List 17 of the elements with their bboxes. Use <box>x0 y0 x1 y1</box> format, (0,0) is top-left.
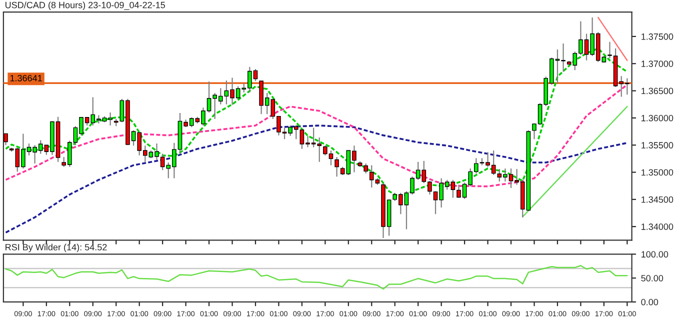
y-tick-label: 1.36000 <box>642 114 674 122</box>
chart-title: USD/CAD (8 Hours) 23-10-09_04-22-15 <box>6 2 166 10</box>
y-tick-label: 1.34000 <box>642 224 674 230</box>
line-series <box>5 265 628 290</box>
y-tick-label: 1.34500 <box>642 196 674 203</box>
y-tick-label: 1.37000 <box>642 60 674 67</box>
ref-line-label: 1.36641 <box>10 74 42 82</box>
y-tick-label: 0.00 <box>641 298 658 306</box>
y-tick-label: 1.35000 <box>642 169 674 176</box>
chart-title: RSI By Wilder (14): 54.52 <box>6 244 107 252</box>
y-tick-label: 1.37500 <box>642 33 674 40</box>
y-tick-label: 1.36500 <box>642 88 674 94</box>
y-tick-label: 50.00 <box>641 275 664 282</box>
y-tick-label: 1.35500 <box>642 142 674 148</box>
candlestick <box>334 156 339 178</box>
candlestick <box>4 133 8 146</box>
y-tick-label: 100.00 <box>642 251 668 258</box>
